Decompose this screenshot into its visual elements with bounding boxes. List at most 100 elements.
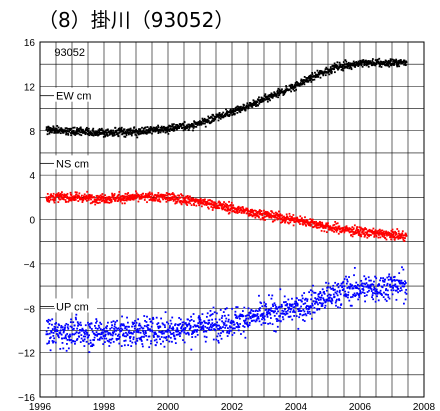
data-point bbox=[215, 116, 218, 119]
data-point bbox=[256, 212, 259, 215]
data-point bbox=[358, 285, 361, 287]
data-point bbox=[374, 275, 376, 278]
data-point bbox=[65, 133, 67, 136]
data-point bbox=[358, 294, 360, 297]
data-point bbox=[298, 84, 301, 87]
data-point bbox=[249, 312, 252, 315]
data-point bbox=[112, 194, 114, 196]
data-point bbox=[145, 334, 148, 337]
data-point bbox=[348, 299, 351, 302]
data-point bbox=[288, 219, 291, 222]
data-point bbox=[110, 200, 113, 203]
data-point bbox=[343, 285, 346, 288]
data-point bbox=[155, 197, 158, 200]
data-point bbox=[180, 123, 183, 126]
data-point bbox=[260, 323, 263, 326]
data-point bbox=[315, 220, 317, 223]
data-point bbox=[284, 313, 287, 316]
data-point bbox=[285, 217, 288, 220]
data-point bbox=[101, 195, 103, 198]
data-point bbox=[335, 230, 338, 233]
data-point bbox=[339, 293, 342, 296]
data-point bbox=[278, 305, 281, 308]
data-point bbox=[342, 280, 345, 283]
data-point bbox=[49, 336, 52, 339]
data-point bbox=[78, 195, 80, 198]
data-point bbox=[68, 339, 71, 342]
data-point bbox=[356, 231, 359, 234]
data-point bbox=[312, 284, 314, 287]
data-point bbox=[85, 194, 88, 197]
data-point bbox=[155, 333, 158, 335]
data-point bbox=[198, 200, 201, 203]
data-point bbox=[249, 316, 251, 318]
data-point bbox=[204, 122, 206, 125]
data-point bbox=[114, 126, 117, 129]
data-point bbox=[281, 214, 283, 217]
data-point bbox=[328, 293, 331, 296]
data-point bbox=[252, 212, 255, 215]
data-point bbox=[261, 318, 263, 321]
data-point bbox=[329, 296, 331, 299]
data-point bbox=[46, 200, 49, 203]
data-point bbox=[345, 229, 347, 232]
data-point bbox=[165, 200, 168, 203]
data-point bbox=[367, 286, 370, 289]
data-point bbox=[156, 127, 159, 130]
data-point bbox=[57, 126, 60, 129]
data-point bbox=[289, 304, 291, 307]
data-point bbox=[70, 134, 72, 137]
data-point bbox=[173, 196, 176, 199]
data-point bbox=[307, 305, 310, 308]
data-point bbox=[287, 298, 290, 301]
data-point bbox=[113, 197, 115, 200]
data-point bbox=[204, 118, 207, 121]
data-point bbox=[312, 300, 315, 303]
data-point bbox=[179, 332, 182, 335]
data-point bbox=[320, 229, 323, 232]
data-point bbox=[67, 133, 70, 136]
data-point bbox=[147, 128, 150, 131]
data-point bbox=[276, 90, 279, 93]
series-label-background bbox=[55, 298, 97, 313]
data-point bbox=[320, 225, 323, 228]
data-point bbox=[373, 280, 375, 283]
data-point bbox=[377, 232, 380, 235]
data-point bbox=[337, 232, 340, 235]
data-point bbox=[133, 195, 136, 198]
data-point bbox=[235, 315, 238, 318]
data-point bbox=[124, 325, 127, 328]
data-point bbox=[354, 66, 357, 68]
data-point bbox=[186, 201, 188, 204]
data-point bbox=[94, 327, 97, 330]
data-point bbox=[142, 327, 145, 330]
data-point bbox=[256, 317, 259, 320]
data-point bbox=[202, 203, 205, 205]
data-point bbox=[362, 285, 365, 288]
data-point bbox=[278, 217, 281, 219]
data-point bbox=[99, 129, 102, 131]
data-point bbox=[364, 227, 367, 229]
data-point bbox=[290, 305, 293, 308]
data-point bbox=[111, 324, 113, 327]
data-point bbox=[115, 337, 118, 340]
data-point bbox=[283, 90, 286, 92]
data-point bbox=[386, 282, 389, 285]
data-point bbox=[157, 327, 160, 330]
data-point bbox=[370, 290, 373, 292]
data-point bbox=[150, 340, 153, 342]
data-point bbox=[188, 322, 191, 325]
data-point bbox=[318, 292, 320, 295]
data-point bbox=[274, 307, 277, 310]
data-point bbox=[245, 207, 248, 210]
data-point bbox=[63, 328, 66, 331]
data-point bbox=[301, 297, 304, 300]
data-point bbox=[90, 322, 93, 325]
data-point bbox=[336, 290, 339, 293]
data-point bbox=[137, 130, 140, 133]
data-point bbox=[154, 128, 157, 131]
data-point bbox=[289, 221, 292, 224]
data-point bbox=[80, 194, 83, 197]
data-point bbox=[355, 229, 357, 232]
data-point bbox=[89, 341, 92, 344]
